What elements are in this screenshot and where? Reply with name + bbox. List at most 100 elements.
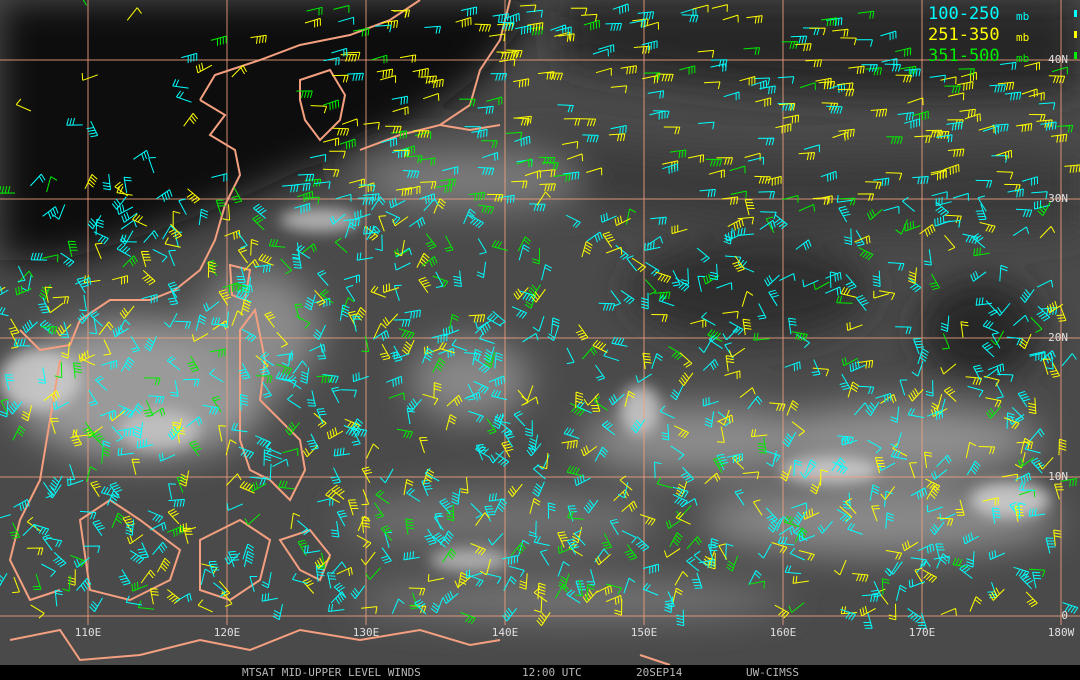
wind-barb: [326, 427, 344, 440]
wind-barb: [330, 521, 340, 538]
wind-barb: [767, 517, 782, 533]
wind-barb: [375, 234, 383, 252]
wind-barb: [621, 530, 637, 544]
wind-barb: [786, 400, 799, 416]
wind-barb: [989, 587, 1005, 601]
wind-barb: [272, 603, 283, 621]
wind-barb: [112, 324, 129, 338]
wind-barb: [856, 39, 873, 47]
legend-label: 100-250: [928, 4, 1000, 24]
wind-barb: [739, 387, 756, 398]
wind-barb: [473, 381, 489, 394]
wind-barb: [264, 311, 276, 328]
wind-barb: [486, 193, 504, 202]
wind-barb: [13, 498, 30, 512]
wind-barb: [361, 335, 370, 353]
wind-barb: [469, 214, 484, 229]
wind-barb: [931, 469, 948, 480]
wind-barb: [314, 289, 326, 306]
wind-barb: [373, 322, 387, 339]
latitude-label: 10N: [1048, 470, 1068, 483]
wind-barb: [33, 523, 50, 536]
wind-barb: [425, 233, 437, 250]
wind-barb: [167, 288, 179, 306]
wind-barb: [414, 599, 427, 615]
wind-barb: [1054, 483, 1064, 500]
wind-barb: [1017, 390, 1031, 408]
wind-barb: [363, 225, 380, 235]
wind-barb: [276, 363, 293, 376]
wind-barb: [226, 473, 242, 486]
wind-barb: [52, 552, 67, 568]
wind-barb: [120, 357, 135, 372]
wind-barb: [1051, 66, 1068, 75]
wind-barb: [403, 479, 414, 496]
wind-barb: [962, 233, 979, 245]
wind-barb: [1060, 478, 1077, 487]
wind-barb: [488, 450, 504, 464]
wind-barb: [743, 47, 760, 55]
wind-barb: [365, 567, 381, 580]
wind-barb: [836, 508, 851, 523]
wind-barb: [600, 212, 617, 223]
wind-barb: [521, 385, 534, 401]
wind-barb: [526, 443, 542, 457]
wind-barb: [22, 319, 39, 333]
wind-barb: [26, 547, 44, 556]
wind-barb: [175, 90, 192, 103]
wind-barb: [611, 336, 628, 347]
footer-date: 20SEP14: [636, 666, 683, 679]
wind-barb: [297, 539, 309, 557]
wind-barb: [557, 561, 570, 577]
wind-barb: [358, 184, 376, 193]
wind-barb: [52, 296, 70, 305]
wind-barb: [162, 225, 177, 240]
wind-barb: [408, 587, 426, 596]
wind-barb: [852, 573, 869, 582]
wind-barb: [1036, 279, 1054, 288]
wind-barb: [12, 576, 20, 594]
wind-barb: [985, 397, 1002, 408]
wind-barb: [404, 309, 421, 319]
wind-barb: [313, 324, 326, 340]
wind-barb: [792, 510, 807, 526]
wind-barb: [721, 196, 739, 205]
wind-barb: [513, 287, 529, 300]
wind-barb: [908, 267, 917, 284]
wind-barb: [562, 141, 579, 149]
wind-barb: [424, 467, 440, 482]
wind-barb: [782, 195, 799, 203]
wind-barb: [635, 373, 652, 383]
wind-barb: [757, 303, 767, 320]
wind-barb: [261, 572, 272, 589]
wind-barb: [792, 575, 809, 584]
wind-barb: [49, 475, 63, 491]
longitude-label: 150E: [631, 626, 658, 639]
wind-barb: [101, 447, 111, 464]
wind-barb: [702, 396, 719, 407]
wind-barb: [812, 367, 830, 377]
wind-barb: [553, 173, 571, 182]
wind-barb: [215, 199, 226, 216]
wind-barb: [739, 76, 756, 86]
wind-barb: [487, 532, 504, 546]
wind-barb: [668, 345, 683, 360]
wind-barb: [343, 218, 360, 228]
wind-barb: [725, 355, 735, 372]
wind-barb: [1029, 428, 1045, 442]
wind-barb: [70, 429, 83, 447]
wind-barb: [0, 286, 9, 296]
wind-barb: [76, 578, 92, 592]
wind-barb: [931, 191, 948, 200]
wind-barb: [330, 467, 341, 484]
wind-barb: [693, 550, 707, 566]
wind-barb: [98, 321, 114, 336]
wind-barb: [1049, 361, 1061, 378]
wind-barb: [838, 205, 851, 223]
wind-barb: [82, 0, 88, 6]
wind-barb: [352, 372, 369, 383]
wind-barb: [845, 498, 857, 514]
wind-barb: [904, 118, 921, 129]
wind-barb: [37, 367, 47, 384]
wind-barb: [929, 521, 945, 536]
